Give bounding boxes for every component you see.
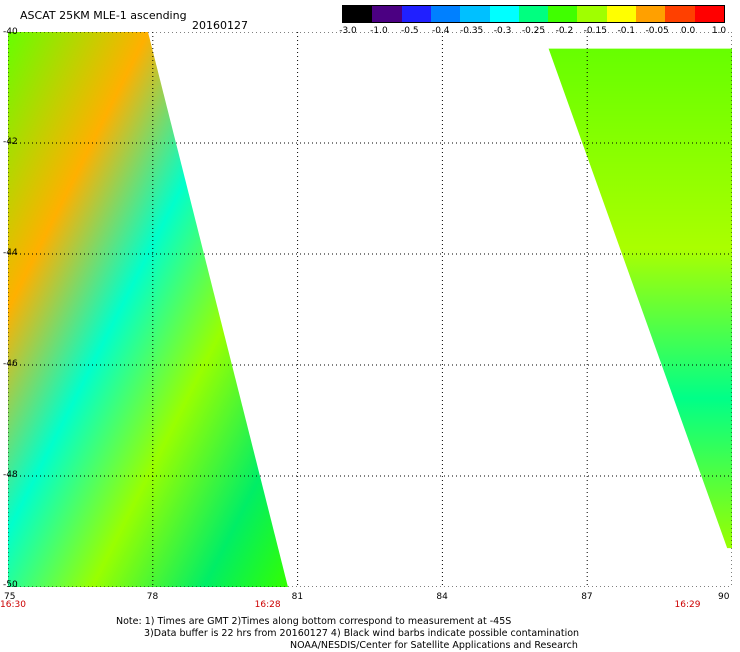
colorbar-segment [577, 6, 608, 22]
colorbar-segment [460, 6, 491, 22]
colorbar-segment [694, 6, 725, 22]
swath-map [8, 32, 732, 587]
colorbar-segment [489, 6, 520, 22]
colorbar-segment [430, 6, 461, 22]
swath-east [548, 48, 732, 549]
colorbar-segment [548, 6, 578, 22]
colorbar-segment [518, 6, 549, 22]
note-line-2: 3)Data buffer is 22 hrs from 20160127 4)… [144, 628, 580, 639]
colorbar-label: -0.05 [645, 26, 669, 36]
lat-tick-label: -42 [3, 137, 18, 147]
colorbar [342, 5, 725, 23]
colorbar-label: -1.0 [370, 26, 388, 36]
colorbar-label: -0.5 [401, 26, 419, 36]
colorbar-label: -0.3 [493, 26, 512, 36]
lon-tick-label: 90 [718, 592, 730, 602]
colorbar-label: -0.15 [583, 26, 607, 36]
map-title: ASCAT 25KM MLE-1 ascending [20, 9, 187, 22]
swath-west [8, 32, 288, 587]
lon-tick-label: 81 [291, 592, 304, 602]
lat-tick-label: -44 [3, 248, 18, 258]
lat-tick-label: -48 [3, 470, 18, 480]
colorbar-label: 1.0 [711, 26, 727, 36]
time-label: 16:29 [674, 600, 701, 610]
colorbar-segment [665, 6, 696, 22]
lon-tick-label: 75 [4, 592, 16, 602]
lon-tick-label: 87 [581, 592, 593, 602]
colorbar-segment [636, 6, 666, 22]
lat-tick-label: -46 [3, 359, 18, 369]
colorbar-label: -3.0 [339, 26, 357, 36]
colorbar-segment [606, 6, 637, 22]
colorbar-label: 0.0 [680, 26, 696, 36]
lon-tick-label: 84 [436, 592, 448, 602]
colorbar-label: -0.25 [521, 26, 546, 36]
time-label: 16:28 [254, 600, 281, 610]
note-line-1: Note: 1) Times are GMT 2)Times along bot… [116, 616, 512, 627]
note-line-3: NOAA/NESDIS/Center for Satellite Applica… [290, 640, 578, 651]
lon-tick-label: 78 [146, 592, 159, 602]
colorbar-segment [372, 6, 403, 22]
colorbar-label: -0.35 [460, 26, 484, 36]
colorbar-label: -0.2 [555, 26, 574, 36]
colorbar-segment [343, 6, 373, 22]
colorbar-label: -0.1 [617, 26, 636, 36]
lat-tick-label: -50 [3, 580, 18, 590]
colorbar-label: -0.4 [431, 26, 450, 36]
lat-tick-label: -40 [3, 27, 18, 37]
map-date: 20160127 [192, 19, 248, 32]
time-label: 16:30 [0, 600, 26, 610]
colorbar-segment [401, 6, 432, 22]
